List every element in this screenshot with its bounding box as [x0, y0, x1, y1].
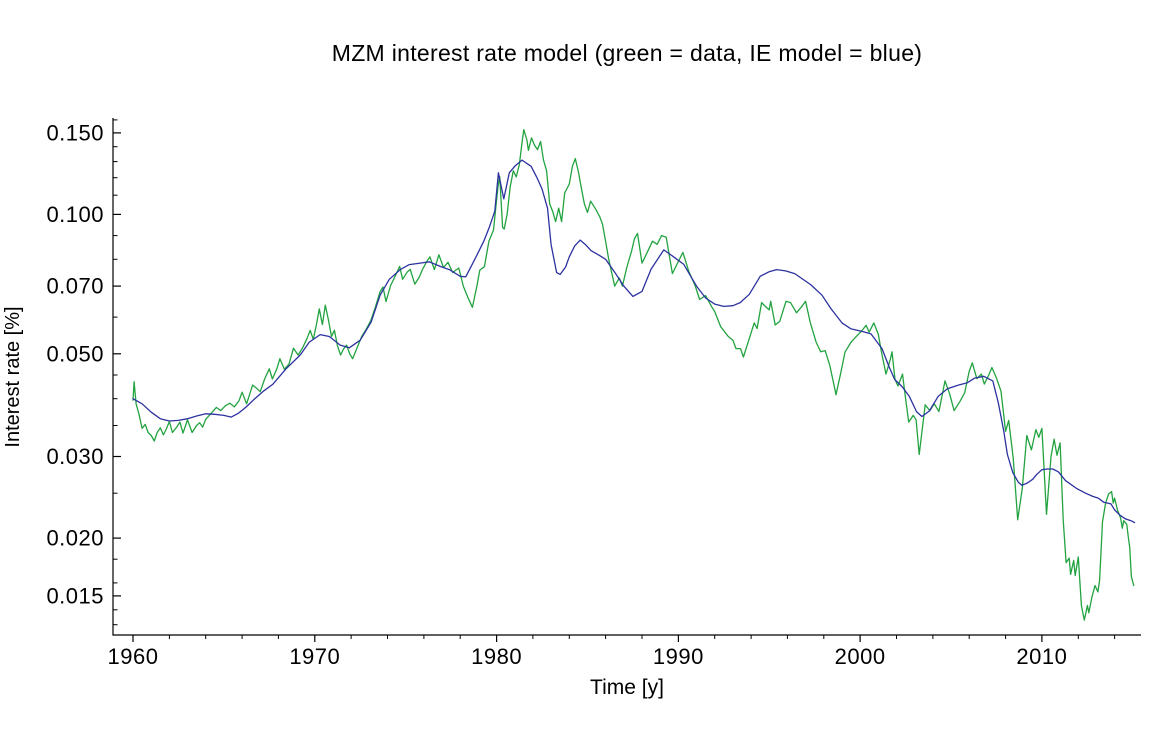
- chart-title: MZM interest rate model (green = data, I…: [331, 40, 923, 66]
- x-tick-label: 1980: [471, 644, 522, 669]
- axes-spines: [112, 118, 1141, 636]
- x-tick-label: 2010: [1016, 644, 1067, 669]
- x-tick-label: 1960: [108, 644, 159, 669]
- x-axis-title: Time [y]: [590, 676, 664, 699]
- y-tick-label: 0.050: [46, 341, 104, 366]
- y-tick-label: 0.015: [46, 583, 104, 608]
- y-tick-label: 0.020: [46, 526, 104, 551]
- x-tick-label: 1970: [289, 644, 340, 669]
- x-axis-ticks: 1960 1970 1980 1990 2000 2010: [108, 635, 1116, 669]
- y-tick-label: 0.100: [46, 202, 104, 227]
- y-axis-ticks: 0.150 0.100 0.070 0.050 0.030 0.020 0.015: [46, 119, 121, 626]
- series-line-ie-model: [132, 159, 1136, 524]
- y-tick-label: 0.150: [46, 120, 104, 145]
- series-lines: [132, 129, 1136, 621]
- y-tick-label: 0.030: [46, 444, 104, 469]
- x-tick-label: 2000: [835, 644, 886, 669]
- x-tick-label: 1990: [653, 644, 704, 669]
- series-line-data: [132, 129, 1135, 621]
- y-tick-label: 0.070: [46, 274, 104, 299]
- axis-spine: [112, 118, 1141, 636]
